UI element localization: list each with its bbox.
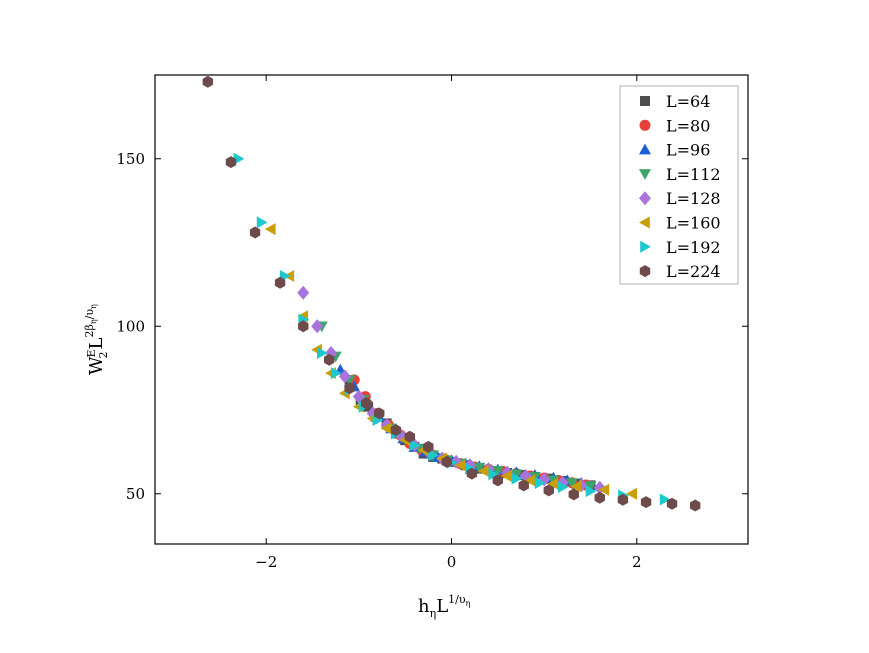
data-point-series-6-10 (409, 439, 421, 452)
data-point-series-6-18 (585, 485, 597, 498)
data-point-series-7-15 (518, 479, 529, 492)
legend-label-6: L=192 (666, 238, 721, 257)
y-tick-label-1: 100 (116, 317, 145, 335)
x-tick-label-0: −2 (255, 553, 277, 571)
data-point-series-6-20 (659, 493, 671, 506)
data-point-series-5-16 (547, 477, 559, 490)
data-point-series-5-0 (264, 223, 276, 236)
data-point-series-7-20 (640, 496, 652, 509)
data-point-series-5-12 (454, 459, 466, 472)
data-point-series-4-1 (311, 319, 324, 334)
legend-marker-7 (639, 265, 651, 278)
data-points (202, 75, 701, 512)
data-point-series-3-16 (565, 478, 578, 490)
data-point-series-3-12 (491, 466, 504, 477)
legend-label-4: L=128 (666, 189, 721, 208)
data-point-series-7-18 (594, 491, 605, 504)
legend-marker-1 (639, 119, 651, 131)
legend-label-2: L=96 (666, 141, 710, 160)
data-point-series-7-10 (404, 430, 415, 443)
x-tick-label-2: 2 (632, 553, 642, 571)
data-point-series-7-8 (374, 407, 385, 420)
data-point-series-7-0 (202, 75, 214, 88)
y-tick-label-2: 150 (116, 150, 145, 168)
data-point-series-7-21 (666, 497, 678, 510)
legend-marker-6 (640, 240, 651, 253)
data-point-series-7-22 (689, 499, 701, 512)
data-point-series-5-13 (477, 464, 489, 477)
axis-ticks: −2 0 2 50 100 150 (116, 75, 748, 571)
legend: L=64 L=80 L=96 L=112 L=128 L=160 L=192 L=224 (619, 85, 739, 285)
data-point-series-7-9 (390, 424, 402, 437)
data-point-series-7-12 (441, 455, 453, 468)
data-point-series-5-19 (626, 487, 637, 500)
data-point-series-6-4 (316, 347, 328, 360)
data-point-series-6-1 (256, 216, 268, 229)
data-point-series-7-4 (298, 320, 309, 333)
legend-marker-4 (639, 191, 651, 206)
svg-text:W2EL2βη/υη: W2EL2βη/υη (83, 304, 110, 375)
legend-label-7: L=224 (666, 262, 721, 281)
legend-label-5: L=160 (666, 214, 721, 233)
data-point-series-3-11 (473, 462, 486, 474)
data-point-series-7-17 (568, 488, 579, 501)
data-point-series-5-14 (501, 470, 512, 482)
data-point-series-4-3 (338, 369, 351, 384)
data-point-series-6-16 (534, 477, 546, 490)
data-point-series-3-13 (510, 469, 523, 481)
data-point-series-7-6 (344, 382, 355, 395)
data-point-series-7-14 (492, 474, 504, 487)
x-axis-label: hηL1/υη (418, 593, 471, 620)
legend-label-3: L=112 (666, 165, 721, 184)
data-point-series-6-17 (557, 481, 569, 494)
data-point-series-7-11 (423, 440, 434, 453)
legend-marker-5 (639, 216, 650, 229)
data-point-series-7-7 (361, 397, 372, 410)
data-point-series-6-11 (428, 449, 439, 462)
legend-box (619, 85, 739, 285)
legend-marker-3 (639, 169, 651, 180)
data-point-series-5-8 (380, 422, 392, 435)
data-point-series-5-18 (598, 483, 610, 496)
svg-text:hηL1/υη: hηL1/υη (418, 593, 471, 620)
x-tick-label-1: 0 (447, 553, 457, 571)
data-point-series-7-2 (249, 226, 261, 239)
data-point-series-7-16 (543, 484, 554, 497)
data-point-series-7-13 (466, 467, 478, 480)
data-point-series-6-14 (488, 468, 500, 481)
data-point-series-5-15 (524, 474, 536, 487)
data-point-series-7-5 (324, 353, 335, 366)
y-axis-label: W2EL2βη/υη (83, 304, 110, 375)
data-point-series-6-5 (330, 367, 342, 380)
data-point-series-4-0 (297, 285, 310, 300)
legend-label-1: L=80 (666, 116, 710, 135)
legend-marker-2 (639, 143, 651, 155)
y-tick-label-0: 50 (126, 485, 145, 503)
legend-marker-0 (640, 96, 650, 106)
data-point-series-7-19 (617, 493, 629, 506)
data-point-series-7-3 (274, 276, 286, 289)
data-point-series-6-15 (511, 472, 523, 485)
legend-label-0: L=64 (666, 92, 710, 111)
data-point-series-6-0 (233, 152, 245, 165)
data-point-series-5-17 (570, 480, 582, 493)
data-point-series-7-1 (225, 156, 237, 169)
data-point-series-3-17 (584, 481, 597, 493)
